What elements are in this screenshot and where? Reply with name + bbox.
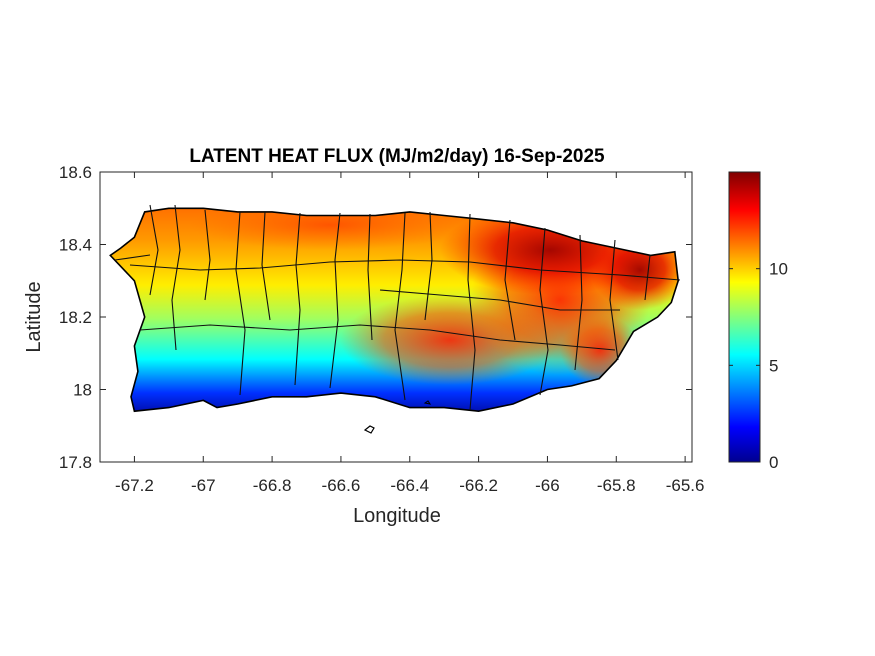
colorbar: 0 5 10 (728, 171, 788, 472)
islet (363, 425, 375, 434)
islet (423, 400, 432, 405)
x-tick-label: -66.2 (459, 476, 498, 495)
x-tick-label: -67.2 (115, 476, 154, 495)
y-tick-label: 18 (73, 381, 92, 400)
x-axis-label: Longitude (353, 505, 441, 527)
x-tick-label: -66 (535, 476, 560, 495)
x-tick-label: -65.8 (597, 476, 636, 495)
colorbar-gradient (728, 171, 761, 463)
x-tick-label: -65.6 (666, 476, 705, 495)
x-tick-label: -66.8 (253, 476, 292, 495)
x-tick-label: -67 (191, 476, 216, 495)
colorbar-tick-label: 0 (769, 453, 778, 472)
y-tick-label: 17.8 (59, 453, 92, 472)
y-tick-label: 18.6 (59, 163, 92, 182)
chart-title: LATENT HEAT FLUX (MJ/m2/day) 16-Sep-2025 (189, 146, 605, 167)
colorbar-tick-label: 5 (769, 356, 778, 375)
colorbar-ticks: 0 5 10 (729, 260, 788, 472)
colorbar-tick-label: 10 (769, 260, 788, 279)
y-tick-label: 18.2 (59, 308, 92, 327)
x-axis-ticks: -67.2 -67 -66.8 -66.6 -66.4 -66.2 -66 -65.8 -65.… (115, 172, 704, 495)
x-tick-label: -66.6 (322, 476, 361, 495)
y-axis-label: Latitude (23, 281, 45, 352)
x-tick-label: -66.4 (390, 476, 429, 495)
island-coastline (109, 207, 680, 413)
municipality-boundaries (114, 204, 681, 411)
y-axis-ticks: 18.6 18.4 18.2 18 17.8 (59, 163, 692, 472)
y-tick-label: 18.4 (59, 236, 92, 255)
